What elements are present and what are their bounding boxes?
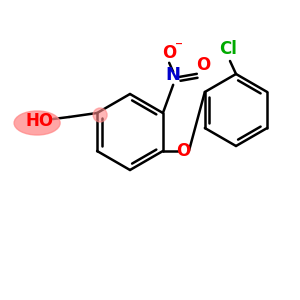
Text: N: N — [166, 66, 181, 84]
Ellipse shape — [14, 111, 60, 135]
Text: Cl: Cl — [219, 40, 237, 58]
Text: O: O — [176, 142, 190, 160]
Text: O: O — [196, 56, 210, 74]
Text: HO: HO — [25, 112, 53, 130]
Ellipse shape — [93, 108, 107, 122]
Text: O: O — [162, 44, 176, 62]
Text: ⁻: ⁻ — [175, 40, 183, 55]
